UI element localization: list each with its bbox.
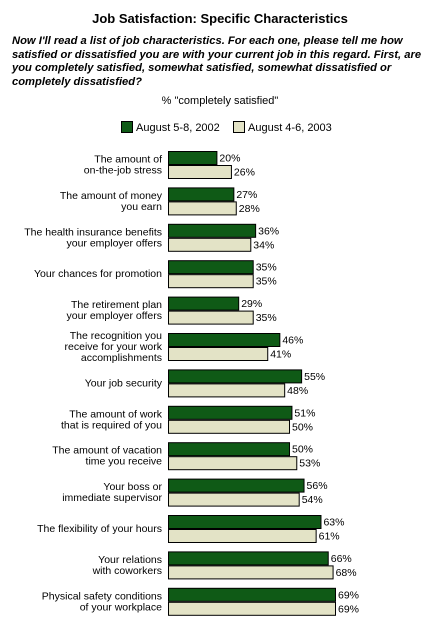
bar-2003 (168, 347, 269, 361)
value-label: 51% (294, 407, 315, 419)
legend-swatch-2003 (233, 121, 245, 133)
legend-label-2002: August 5-8, 2002 (136, 122, 220, 134)
value-label: 48% (287, 385, 308, 397)
value-label: 50% (292, 421, 313, 433)
value-label: 69% (338, 589, 359, 601)
bar-2003 (168, 237, 252, 252)
bar-2003 (168, 529, 317, 543)
category-label: The amount of on-the-job stress (84, 154, 162, 177)
bar-2003 (168, 165, 232, 179)
value-label: 35% (256, 276, 277, 288)
category-label: Your boss or immediate supervisor (62, 481, 162, 504)
legend-swatch-2002 (121, 121, 133, 133)
category-label: The amount of vacation time you receive (52, 445, 162, 468)
bar-2002 (168, 223, 257, 238)
legend-item-2003: August 4-6, 2003 (233, 121, 332, 135)
chart-title: Job Satisfaction: Specific Characteristi… (92, 11, 348, 26)
bar-2003 (168, 274, 254, 289)
survey-question: Now I'll read a list of job characterist… (12, 35, 422, 88)
bar-2003 (168, 492, 300, 507)
bar-2002 (168, 296, 240, 311)
bar-2002 (168, 551, 329, 566)
category-label: The health insurance benefits your employ… (24, 226, 162, 249)
bar-2002 (168, 369, 303, 384)
value-label: 29% (241, 298, 262, 310)
bar-2003 (168, 201, 237, 216)
value-label: 34% (253, 239, 274, 251)
value-label: 35% (256, 312, 277, 324)
bar-2002 (168, 151, 218, 165)
legend: August 5-8, 2002 August 4-6, 2003 (0, 121, 440, 135)
value-label: 61% (319, 531, 340, 543)
bar-2002 (168, 515, 322, 529)
bar-2003 (168, 383, 286, 398)
bar-2002 (168, 442, 291, 457)
value-label: 69% (338, 603, 359, 615)
value-label: 50% (292, 444, 313, 456)
bar-2002 (168, 260, 254, 275)
value-label: 54% (302, 494, 323, 506)
category-label: The flexibility of your hours (37, 523, 162, 535)
bar-2003 (168, 419, 291, 434)
category-label: The amount of money you earn (60, 190, 163, 213)
value-label: 28% (239, 203, 260, 215)
value-label: 68% (336, 567, 357, 579)
category-label: Physical safety conditions of your workpl… (42, 590, 162, 613)
value-label: 36% (258, 225, 279, 237)
value-label: 66% (331, 553, 352, 565)
value-label: 41% (270, 349, 291, 361)
bar-2003 (168, 565, 334, 580)
bar-2002 (168, 587, 336, 602)
category-label: The retirement plan your employer offers (66, 299, 162, 322)
bar-2003 (168, 310, 254, 325)
bar-2002 (168, 478, 305, 493)
value-label: 46% (282, 335, 303, 347)
value-label: 53% (299, 458, 320, 470)
value-label: 63% (323, 517, 344, 529)
category-label: Your job security (85, 377, 163, 389)
bar-2002 (168, 187, 235, 202)
bar-2003 (168, 601, 336, 616)
value-label: 35% (256, 262, 277, 274)
chart-subtitle: % "completely satisfied" (161, 95, 279, 107)
bar-2002 (168, 333, 281, 347)
legend-label-2003: August 4-6, 2003 (248, 122, 332, 134)
category-label: Your relations with coworkers (92, 554, 162, 577)
bar-2003 (168, 456, 298, 471)
value-label: 56% (307, 480, 328, 492)
bar-2002 (168, 405, 293, 420)
category-label: The amount of work that is required of yo… (61, 408, 163, 431)
value-label: 55% (304, 371, 325, 383)
category-label: The recognition you receive for your work… (65, 330, 163, 364)
category-label: Your chances for promotion (34, 268, 162, 280)
value-label: 26% (234, 167, 255, 179)
value-label: 20% (219, 153, 240, 165)
legend-item-2002: August 5-8, 2002 (121, 121, 220, 135)
value-label: 27% (236, 189, 257, 201)
